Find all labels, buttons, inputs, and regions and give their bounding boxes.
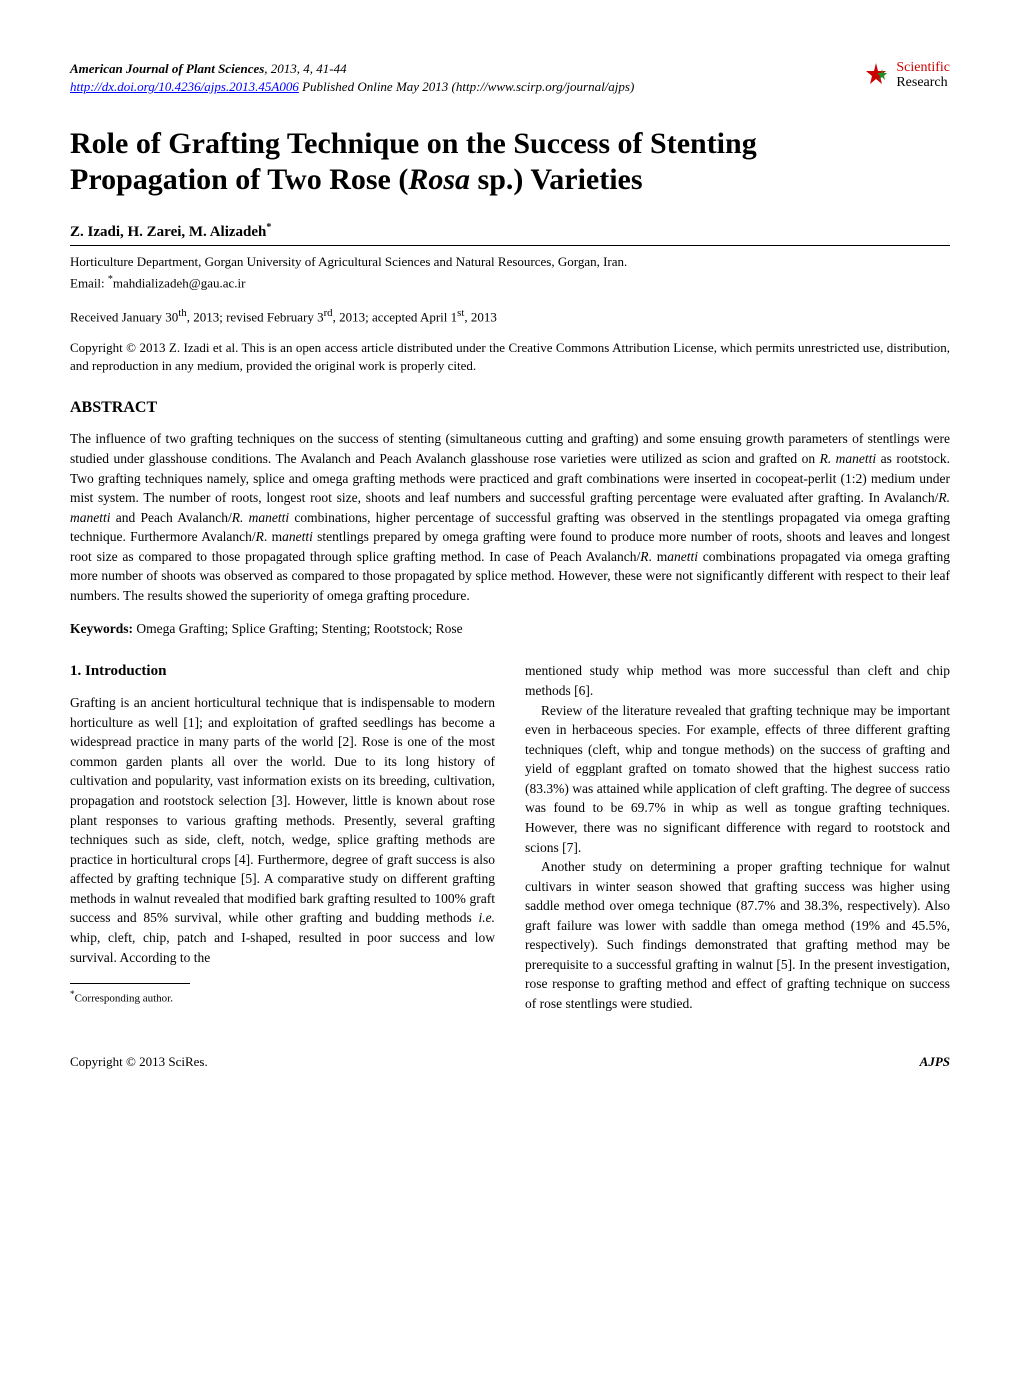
email: mahdializadeh@gau.ac.ir: [113, 275, 246, 290]
page-footer: Copyright © 2013 SciRes. AJPS: [70, 1054, 950, 1070]
department: Horticulture Department, Gorgan Universi…: [70, 254, 627, 269]
footnote-text: Corresponding author.: [75, 993, 173, 1005]
journal-info: American Journal of Plant Sciences, 2013…: [70, 60, 634, 96]
abstract-text: The influence of two grafting techniques…: [70, 429, 950, 605]
abstract-italic: R: [256, 529, 264, 544]
abstract-seg: The influence of two grafting techniques…: [70, 431, 950, 466]
doi-link[interactable]: http://dx.doi.org/10.4236/ajps.2013.45A0…: [70, 79, 299, 94]
col2-para2: Review of the literature revealed that g…: [525, 701, 950, 858]
paper-title: Role of Grafting Technique on the Succes…: [70, 126, 950, 198]
footnote-divider: [70, 983, 190, 984]
intro-italic: i.e.: [479, 910, 496, 925]
logo-text-bottom: Research: [896, 75, 950, 90]
logo-text-top: Scientific: [896, 60, 950, 75]
footnote: *Corresponding author.: [70, 988, 495, 1008]
abstract-italic: anetti: [282, 529, 313, 544]
footer-left: Copyright © 2013 SciRes.: [70, 1054, 208, 1070]
logo-icon: [862, 61, 890, 89]
keywords: Keywords: Omega Grafting; Splice Graftin…: [70, 621, 950, 637]
abstract-seg: . m: [264, 529, 282, 544]
author-names: Z. Izadi, H. Zarei, M. Alizadeh: [70, 224, 266, 240]
abstract-seg: . m: [649, 549, 668, 564]
title-line1: Role of Grafting Technique on the Succes…: [70, 127, 757, 160]
dates: Received January 30th, 2013; revised Feb…: [70, 307, 950, 325]
copyright: Copyright © 2013 Z. Izadi et al. This is…: [70, 339, 950, 375]
publisher-logo: Scientific Research: [862, 60, 950, 91]
intro-text: whip, cleft, chip, patch and I-shaped, r…: [70, 930, 495, 965]
left-column: 1. Introduction Grafting is an ancient h…: [70, 661, 495, 1013]
authors: Z. Izadi, H. Zarei, M. Alizadeh*: [70, 222, 950, 246]
corresponding-marker: *: [266, 222, 271, 233]
col2-para1: mentioned study whip method was more suc…: [525, 661, 950, 700]
footer-right: AJPS: [920, 1054, 950, 1070]
abstract-seg: and Peach Avalanch/: [111, 510, 232, 525]
title-italic: Rosa: [408, 163, 470, 196]
journal-issue: , 2013, 4, 41-44: [264, 61, 346, 76]
title-line2-pre: Propagation of Two Rose (: [70, 163, 408, 196]
abstract-italic: R. manetti: [820, 451, 877, 466]
abstract-heading: ABSTRACT: [70, 399, 950, 417]
intro-heading: 1. Introduction: [70, 661, 495, 683]
abstract-italic: R. manetti: [232, 510, 289, 525]
body-columns: 1. Introduction Grafting is an ancient h…: [70, 661, 950, 1013]
email-label: Email:: [70, 275, 108, 290]
logo-text: Scientific Research: [896, 60, 950, 91]
affiliation: Horticulture Department, Gorgan Universi…: [70, 252, 950, 292]
keywords-text: Omega Grafting; Splice Grafting; Stentin…: [133, 621, 463, 636]
abstract-italic: R: [640, 549, 648, 564]
pub-info: Published Online May 2013 (http://www.sc…: [299, 79, 634, 94]
abstract-italic: anetti: [667, 549, 698, 564]
header-row: American Journal of Plant Sciences, 2013…: [70, 60, 950, 96]
keywords-label: Keywords:: [70, 621, 133, 636]
intro-text: Grafting is an ancient horticultural tec…: [70, 695, 495, 925]
intro-para: Grafting is an ancient horticultural tec…: [70, 693, 495, 967]
right-column: mentioned study whip method was more suc…: [525, 661, 950, 1013]
title-line2-post: sp.) Varieties: [470, 163, 643, 196]
journal-name: American Journal of Plant Sciences: [70, 61, 264, 76]
col2-para3: Another study on determining a proper gr…: [525, 857, 950, 1014]
